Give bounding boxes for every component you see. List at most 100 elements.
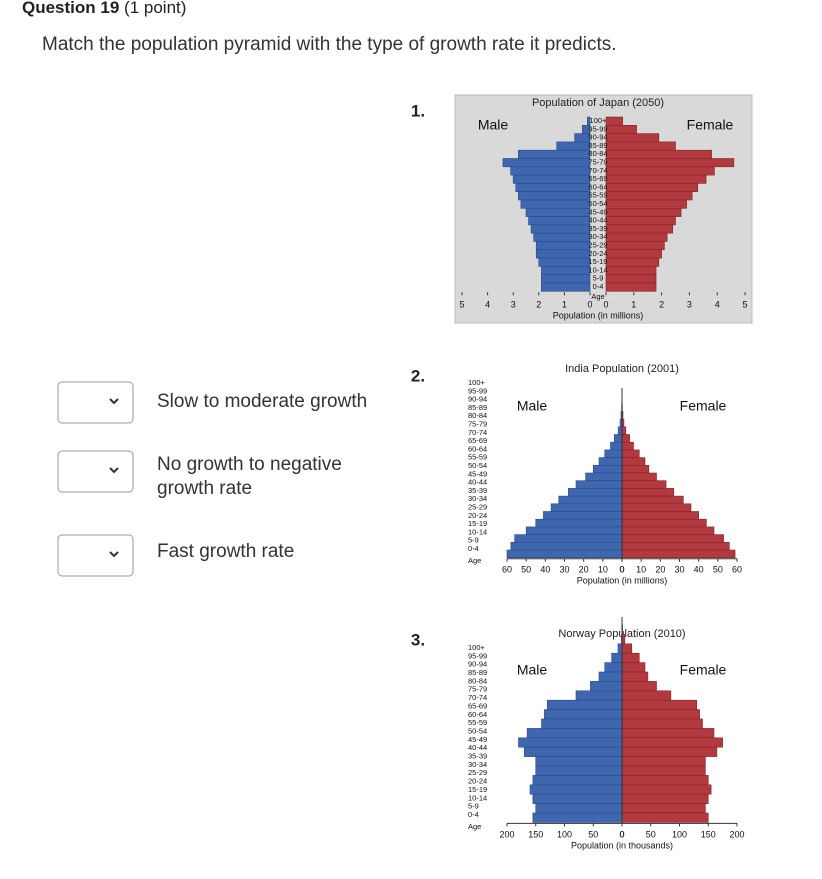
- x-tick-label: 200: [729, 829, 744, 839]
- legend-male: Male: [478, 117, 509, 133]
- female-bar: [622, 542, 729, 550]
- x-tick-label: 1: [562, 299, 567, 309]
- female-bar: [622, 794, 708, 803]
- male-bar: [519, 738, 623, 747]
- age-label: 0-4: [468, 544, 479, 553]
- female-bar: [606, 125, 637, 133]
- female-bar: [622, 496, 683, 504]
- chart-title: Population of Japan (2050): [532, 97, 664, 109]
- x-tick-label: 4: [485, 299, 490, 309]
- male-bar: [539, 258, 590, 266]
- female-bar: [622, 653, 639, 662]
- answer-select[interactable]: [58, 451, 133, 492]
- male-bar: [568, 488, 622, 496]
- x-axis-label: Population (in millions): [553, 310, 644, 320]
- male-bar: [530, 785, 622, 794]
- x-tick-label: 30: [559, 564, 569, 574]
- dropdown[interactable]: [58, 451, 133, 492]
- x-tick-label: 2: [659, 299, 664, 309]
- female-bar: [622, 488, 674, 496]
- x-tick-label: 20: [655, 564, 665, 574]
- x-tick-label: 60: [502, 564, 512, 574]
- x-tick-label: 40: [540, 564, 550, 574]
- answer-label: Fast growth rate: [157, 541, 294, 562]
- male-bar: [511, 167, 590, 175]
- male-bar: [612, 653, 622, 662]
- male-bar: [543, 512, 622, 520]
- male-bar: [524, 747, 622, 756]
- female-bar: [622, 785, 711, 794]
- x-tick-label: 150: [528, 829, 543, 839]
- x-tick-label: 5: [459, 299, 464, 309]
- male-bar: [605, 450, 622, 458]
- female-bar: [622, 644, 632, 653]
- male-bar: [536, 519, 622, 527]
- answer-label: No growth to negative: [157, 454, 342, 475]
- x-axis-label: Population (in millions): [577, 575, 668, 585]
- male-bar: [516, 183, 590, 191]
- legend-female: Female: [680, 662, 727, 678]
- female-bar: [606, 275, 656, 283]
- female-bar: [622, 804, 705, 813]
- prompt: Match the population pyramid with the ty…: [42, 34, 617, 55]
- dropdown[interactable]: [58, 535, 133, 576]
- male-bar: [534, 233, 590, 241]
- male-bar: [618, 427, 622, 435]
- female-bar: [606, 192, 692, 200]
- female-bar: [622, 535, 724, 543]
- female-bar: [606, 225, 673, 233]
- male-bar: [536, 766, 622, 775]
- female-bar: [622, 512, 699, 520]
- x-tick-label: 30: [674, 564, 684, 574]
- female-bar: [606, 167, 714, 175]
- female-bar: [606, 208, 681, 216]
- x-tick-label: 40: [694, 564, 704, 574]
- x-tick-label: 10: [636, 564, 646, 574]
- female-bar: [622, 691, 671, 700]
- male-bar: [593, 465, 622, 473]
- legend-female: Female: [680, 398, 727, 414]
- male-bar: [529, 217, 590, 225]
- x-tick-label: 20: [579, 564, 589, 574]
- male-bar: [611, 442, 623, 450]
- legend-male: Male: [517, 398, 548, 414]
- answer-select[interactable]: [58, 382, 133, 423]
- age-header: Age: [468, 822, 481, 831]
- x-tick-label: 0: [619, 564, 624, 574]
- x-tick-label: 10: [598, 564, 608, 574]
- male-bar: [544, 710, 622, 719]
- x-tick-label: 0: [603, 299, 608, 309]
- female-bar: [622, 504, 691, 512]
- male-bar: [518, 150, 590, 158]
- answer-select[interactable]: [58, 535, 133, 576]
- male-bar: [541, 275, 590, 283]
- female-bar: [622, 519, 706, 527]
- male-bar: [526, 208, 590, 216]
- male-bar: [526, 527, 622, 535]
- female-bar: [606, 134, 659, 142]
- male-bar: [599, 458, 622, 466]
- question-title: Question 19: [22, 0, 119, 17]
- male-bar: [518, 192, 590, 200]
- x-tick-label: 50: [588, 829, 598, 839]
- female-bar: [622, 672, 648, 681]
- male-bar: [533, 813, 622, 822]
- female-bar: [622, 481, 666, 489]
- x-tick-label: 200: [499, 829, 514, 839]
- x-tick-label: 3: [687, 299, 692, 309]
- female-bar: [606, 175, 706, 183]
- male-bar: [559, 496, 622, 504]
- dropdown[interactable]: [58, 382, 133, 423]
- male-bar: [521, 200, 590, 208]
- x-tick-label: 100: [672, 829, 687, 839]
- male-bar: [547, 700, 622, 709]
- x-tick-label: 5: [742, 299, 747, 309]
- male-bar: [614, 435, 622, 443]
- female-bar: [606, 142, 676, 150]
- female-bar: [622, 710, 700, 719]
- female-bar: [606, 150, 712, 158]
- male-bar: [503, 159, 590, 167]
- female-bar: [622, 442, 634, 450]
- female-bar: [606, 183, 698, 191]
